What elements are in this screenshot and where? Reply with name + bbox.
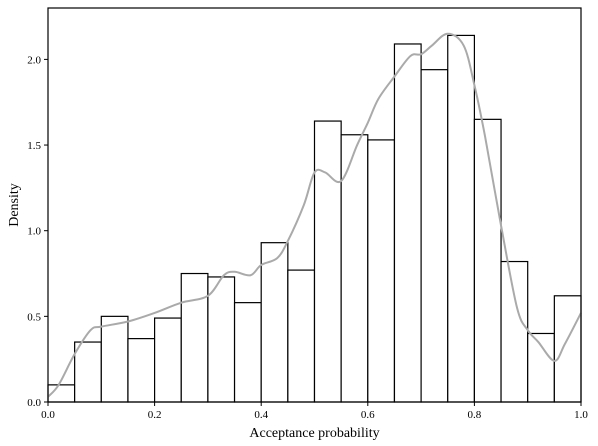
histogram-bar (473, 118, 502, 403)
histogram-bar (447, 34, 475, 403)
histogram-bar (207, 276, 236, 403)
x-tick-label: 0.0 (41, 409, 55, 421)
bars-layer (47, 34, 582, 403)
histogram-bar (100, 315, 129, 403)
y-tick-label: 0.0 (27, 397, 41, 409)
y-tick-label: 1.5 (27, 140, 41, 152)
histogram-bar (527, 332, 555, 403)
x-tick-label: 0.4 (254, 409, 268, 421)
density-curve (47, 32, 582, 398)
histogram-bar (260, 242, 289, 403)
kde-layer (47, 32, 582, 398)
y-axis-ticks: 0.0 0.5 1.0 1.5 2.0 (27, 54, 48, 409)
y-tick-label: 1.0 (27, 226, 41, 238)
histogram-bar (340, 134, 369, 403)
histogram-bar (127, 338, 156, 403)
histogram-bar (553, 295, 582, 403)
y-tick-label: 2.0 (27, 54, 41, 66)
x-tick-label: 1.0 (574, 409, 588, 421)
x-tick-label: 0.6 (361, 409, 375, 421)
y-tick-label: 0.5 (27, 311, 41, 323)
x-tick-label: 0.2 (148, 409, 162, 421)
histogram-bar (420, 69, 449, 403)
histogram-bar (154, 317, 182, 403)
histogram-bar (393, 43, 422, 403)
x-axis-title: Acceptance probability (249, 426, 379, 441)
plot-frame (47, 7, 582, 403)
histogram-bar (74, 341, 102, 403)
histogram-bar (500, 260, 529, 403)
x-axis-ticks: 0.0 0.2 0.4 0.6 0.8 1.0 (41, 402, 588, 421)
histogram-bar (180, 272, 209, 403)
histogram-bar (287, 269, 316, 403)
histogram-bar (313, 120, 342, 403)
histogram-bar (367, 139, 396, 403)
x-tick-label: 0.8 (468, 409, 482, 421)
y-axis-title: Density (7, 183, 22, 227)
histogram-bar (233, 302, 262, 403)
